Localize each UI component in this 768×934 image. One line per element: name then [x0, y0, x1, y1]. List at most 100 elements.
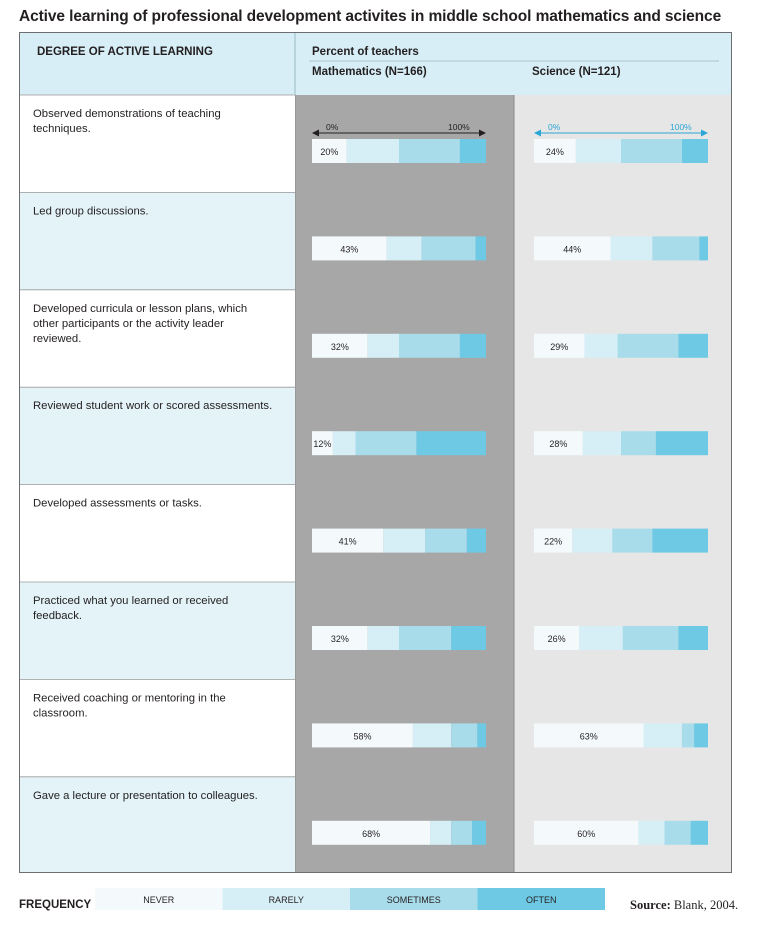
data-label-math: 32% — [331, 634, 349, 644]
chart-frame: DEGREE OF ACTIVE LEARNING Percent of teac… — [19, 32, 732, 873]
data-label-science: 28% — [549, 439, 567, 449]
source-label: Source: — [630, 898, 671, 912]
row-label-line: Practiced what you learned or received — [33, 595, 228, 607]
legend-swatch-never — [95, 888, 223, 910]
bar-segment-science-never — [534, 820, 639, 845]
row-label-line: Reviewed student work or scored assessme… — [33, 400, 272, 412]
row-label: Received coaching or mentoring in the cla… — [33, 692, 226, 719]
bar-segment-math-never — [312, 528, 384, 553]
bar-segment-math-rarely — [346, 139, 399, 163]
legend-item-often: OFTEN — [526, 895, 557, 905]
bar-segment-math-sometimes — [355, 431, 417, 456]
row-label-cell — [20, 679, 295, 777]
data-label-science: 24% — [546, 147, 564, 157]
bar-segment-science-often — [678, 333, 708, 358]
data-label-science: 29% — [550, 342, 568, 352]
bar-segment-science-never — [534, 626, 580, 650]
data-label-math: 43% — [340, 244, 358, 254]
bar-segment-science-rarely — [579, 626, 623, 650]
bar-segment-science-sometimes — [681, 723, 695, 748]
scale-arrow-right-math — [479, 129, 486, 137]
row-label: Developed assessments or tasks. — [33, 498, 202, 510]
bar-segment-math-rarely — [412, 723, 452, 748]
row-label-line: reviewed. — [33, 333, 81, 345]
bar-segment-science-rarely — [610, 236, 653, 261]
bar-segment-science-never — [534, 723, 644, 748]
bar-segment-math-often — [472, 820, 486, 845]
bar-segment-science-sometimes — [621, 139, 682, 163]
row-label-cell — [20, 776, 295, 872]
data-label-math: 41% — [339, 537, 357, 547]
data-label-math: 20% — [320, 147, 338, 157]
row-label-cell — [20, 192, 295, 290]
legend-item-sometimes: SOMETIMES — [387, 895, 441, 905]
row-label: Developed curricula or lesson plans, whi… — [33, 303, 247, 345]
bar-segment-math-rarely — [430, 820, 452, 845]
bar-segment-math-sometimes — [425, 528, 467, 553]
header-band — [20, 33, 731, 95]
row-label: Gave a lecture or presentation to collea… — [33, 790, 258, 802]
bar-segment-science-sometimes — [621, 431, 656, 456]
bar-segment-science-sometimes — [612, 528, 653, 553]
bar-segment-science-rarely — [575, 139, 621, 163]
bar-segment-math-rarely — [383, 528, 426, 553]
bar-segment-science-rarely — [584, 333, 618, 358]
bar-segment-math-sometimes — [399, 333, 460, 358]
bar-segment-science-never — [534, 236, 611, 261]
bar-segment-science-often — [655, 431, 708, 456]
data-label-science: 22% — [544, 537, 562, 547]
column-header-science: Science (N=121) — [532, 66, 621, 78]
bar-segment-science-never — [534, 528, 573, 553]
row-label-cell — [20, 95, 295, 193]
bar-segment-science-often — [681, 139, 708, 163]
legend-item-rarely: RARELY — [269, 895, 304, 905]
legend-swatch-rarely — [222, 888, 350, 910]
row-label: Reviewed student work or scored assessme… — [33, 400, 272, 412]
bar-segment-math-never — [312, 236, 387, 261]
scale-min-label-science: 0% — [548, 122, 561, 132]
bar-segment-math-often — [459, 139, 486, 163]
chart-title: Active learning of professional developm… — [19, 8, 722, 25]
data-label-math: 12% — [313, 439, 331, 449]
scale-arrow-left-math — [312, 129, 319, 137]
bar-segment-math-often — [451, 626, 486, 650]
bar-segment-science-sometimes — [652, 236, 700, 261]
scale-arrow-left-science — [534, 129, 541, 137]
source-text: Blank, 2004. — [673, 898, 739, 912]
row-label-line: other participants or the activity leade… — [33, 318, 224, 330]
bar-segment-science-never — [534, 139, 576, 163]
bar-segment-science-often — [652, 528, 708, 553]
bar-segment-math-rarely — [332, 431, 356, 456]
bar-segment-math-never — [312, 723, 413, 748]
scale-max-label-math: 100% — [448, 122, 470, 132]
bar-segment-math-sometimes — [399, 626, 452, 650]
bar-segment-science-rarely — [643, 723, 682, 748]
data-label-science: 26% — [548, 634, 566, 644]
legend-title: FREQUENCY — [19, 899, 92, 911]
math-panel — [295, 95, 514, 872]
bar-segment-math-rarely — [367, 626, 399, 650]
bar-segment-math-never — [312, 820, 431, 845]
legend-swatch-often — [477, 888, 605, 910]
row-label-line: Led group discussions. — [33, 205, 149, 217]
legend-item-never: NEVER — [143, 895, 175, 905]
data-label-science: 60% — [577, 829, 595, 839]
row-label-cell — [20, 582, 295, 680]
bar-segment-science-rarely — [582, 431, 621, 456]
column-header-percent: Percent of teachers — [312, 46, 419, 58]
data-label-math: 58% — [353, 731, 371, 741]
bar-segment-math-often — [477, 723, 486, 748]
bar-segment-math-often — [416, 431, 486, 456]
row-label-line: Developed assessments or tasks. — [33, 498, 202, 510]
bar-segment-math-rarely — [386, 236, 422, 261]
data-label-math: 32% — [331, 342, 349, 352]
bar-segment-science-never — [534, 431, 583, 456]
row-label-line: techniques. — [33, 123, 91, 135]
bar-segment-math-never — [312, 139, 347, 163]
row-label-line: classroom. — [33, 707, 88, 719]
bar-segment-science-sometimes — [617, 333, 679, 358]
bar-segment-science-often — [690, 820, 708, 845]
bar-segment-science-sometimes — [622, 626, 679, 650]
chart-canvas: DEGREE OF ACTIVE LEARNING Percent of teac… — [20, 33, 731, 872]
row-label-line: feedback. — [33, 610, 82, 622]
